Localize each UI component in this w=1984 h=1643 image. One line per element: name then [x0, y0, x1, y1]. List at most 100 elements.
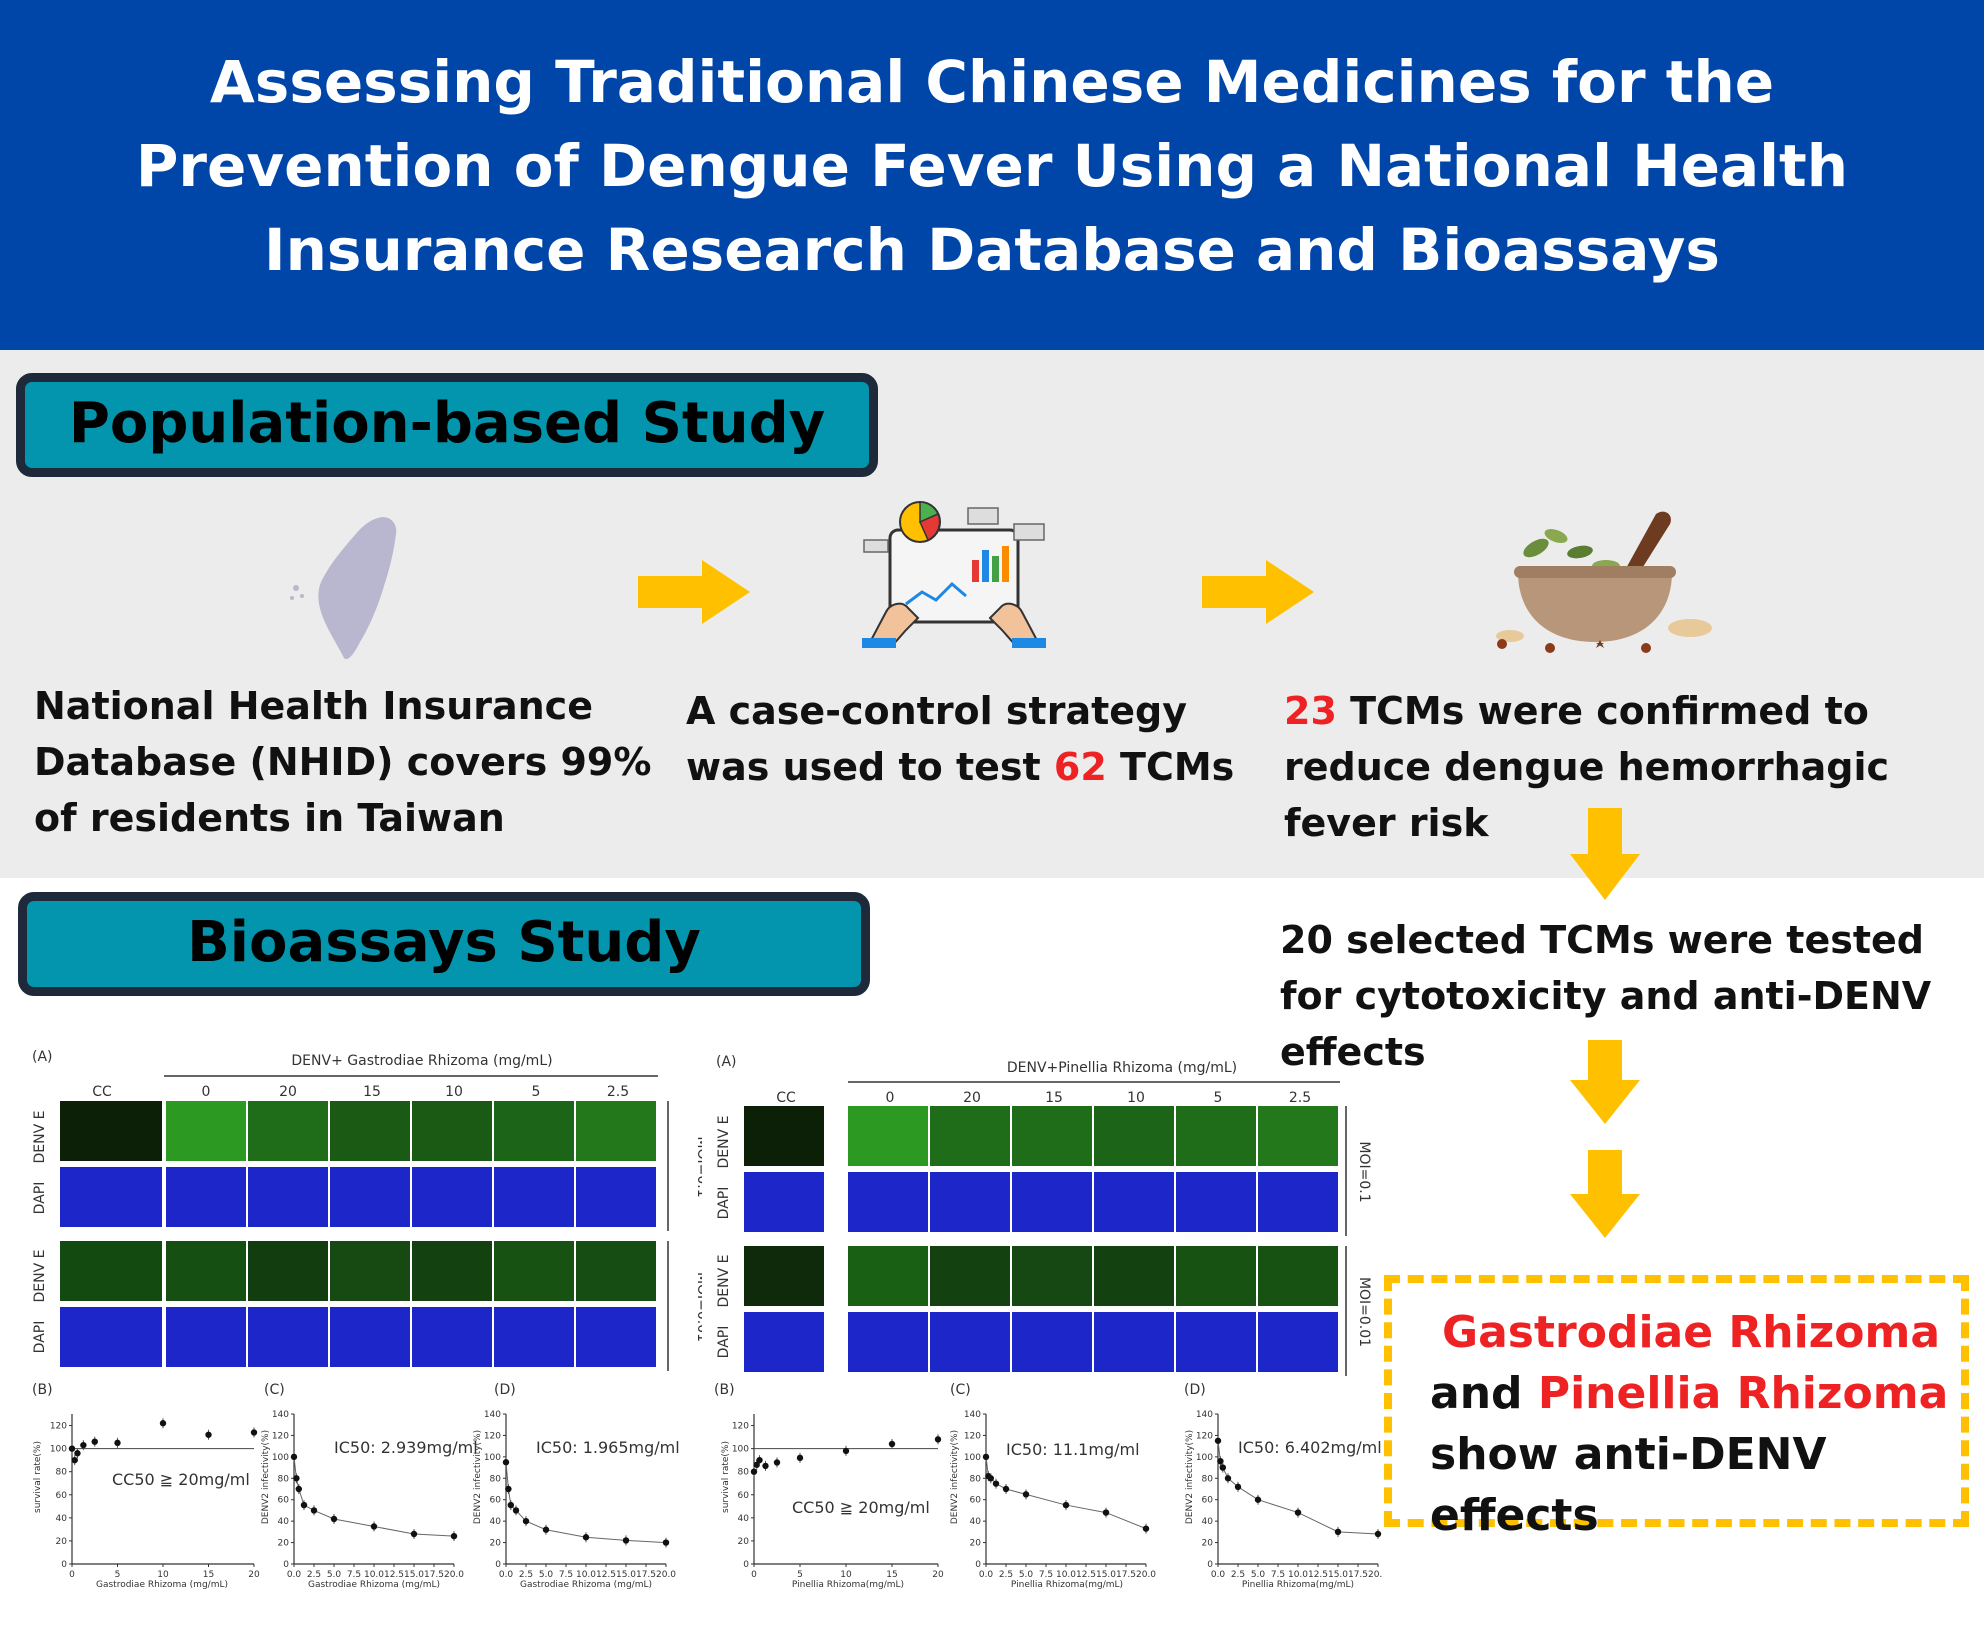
- x-tick-label: 2.5: [999, 1570, 1013, 1580]
- data-point: [310, 1507, 318, 1514]
- panel-label-d: (D): [1184, 1382, 1206, 1398]
- data-point: [370, 1523, 378, 1530]
- x-tick-label: 12.5: [1308, 1570, 1328, 1580]
- confirmed-tcm-text: 23 TCMs were confirmed to reduce dengue …: [1284, 683, 1974, 851]
- y-axis-label: DENV2 infectivity(%): [950, 1430, 960, 1524]
- x-tick-label: 15.0: [1328, 1570, 1348, 1580]
- cc50-annotation: CC50 ≧ 20mg/ml: [792, 1498, 930, 1517]
- panel-label-b: (B): [32, 1382, 53, 1398]
- data-point: [773, 1459, 781, 1466]
- x-tick-label: 5.0: [1251, 1570, 1266, 1580]
- x-tick-label: 2.5: [519, 1570, 533, 1580]
- cc-label: CC: [92, 1084, 112, 1100]
- tcm-count-62: 62: [1053, 745, 1107, 789]
- header-band: [0, 0, 1984, 350]
- data-point: [1142, 1525, 1150, 1532]
- y-tick-label: 60: [738, 1491, 750, 1501]
- y-tick-label: 80: [970, 1474, 982, 1484]
- bioassays-study-label: Bioassays Study: [18, 892, 870, 996]
- y-tick-label: 20: [56, 1537, 68, 1547]
- x-tick-label: 5: [797, 1570, 803, 1580]
- y-axis-label: survival rate(%): [33, 1441, 43, 1513]
- data-point: [888, 1440, 896, 1448]
- data-point: [987, 1475, 994, 1482]
- x-tick-label: 15: [203, 1570, 214, 1580]
- data-point: [1234, 1483, 1242, 1491]
- y-tick-label: 40: [970, 1517, 982, 1527]
- fit-curve: [985, 1456, 1147, 1530]
- x-tick-label: 5: [115, 1570, 121, 1580]
- panel-label-a: (A): [716, 1054, 737, 1070]
- confirmed-tcm-text-end: TCMs were confirmed to reduce dengue hem…: [1284, 689, 1890, 845]
- data-point: [330, 1515, 338, 1523]
- arrow-down-1: [1570, 808, 1640, 900]
- x-tick-label: 15.0: [404, 1570, 424, 1580]
- data-point: [80, 1441, 87, 1449]
- arrow-down-3: [1570, 1150, 1640, 1238]
- case-control-text-end: TCMs: [1106, 745, 1235, 789]
- ic50-annotation: IC50: 11.1mg/ml: [1006, 1440, 1140, 1459]
- data-point: [762, 1462, 769, 1470]
- data-point: [205, 1431, 212, 1438]
- y-tick-label: 120: [272, 1431, 289, 1441]
- case-control-text: A case-control strategy was used to test…: [686, 683, 1246, 795]
- data-point: [505, 1485, 512, 1493]
- y-tick-label: 60: [490, 1496, 502, 1506]
- x-tick-label: 12.5: [384, 1570, 404, 1580]
- data-point: [1224, 1475, 1232, 1482]
- x-axis-label: Pinellia Rhizoma(mg/mL): [792, 1580, 904, 1590]
- y-tick-label: 20: [278, 1539, 290, 1549]
- tcm-count-23: 23: [1284, 689, 1337, 733]
- y-tick-label: 80: [278, 1474, 290, 1484]
- ic50-annotation: IC50: 6.402mg/ml: [1238, 1438, 1382, 1457]
- data-point: [293, 1475, 300, 1482]
- data-point: [522, 1517, 530, 1525]
- data-point: [842, 1447, 850, 1455]
- x-tick-label: 17.5: [424, 1570, 444, 1580]
- conc-label: 20: [963, 1090, 981, 1106]
- x-axis-label: Pinellia Rhizoma(mg/mL): [1011, 1580, 1123, 1590]
- case-control-text-start: A case-control strategy was used to test: [686, 689, 1187, 789]
- data-point: [250, 1429, 258, 1436]
- x-tick-label: 2.5: [1231, 1570, 1245, 1580]
- x-tick-label: 15.0: [1096, 1570, 1116, 1580]
- y-tick-label: 40: [738, 1514, 750, 1524]
- y-tick-label: 120: [1196, 1431, 1213, 1441]
- data-point: [1219, 1464, 1227, 1471]
- data-point: [512, 1507, 520, 1514]
- x-tick-label: 7.5: [1271, 1570, 1285, 1580]
- data-point: [662, 1539, 670, 1546]
- conclusion-line-3: show anti-DENV effects: [1430, 1429, 1827, 1541]
- x-tick-label: 0.0: [979, 1570, 994, 1580]
- y-tick-label: 0: [495, 1560, 501, 1570]
- treatment-label: DENV+Pinellia Rhizoma (mg/mL): [1007, 1060, 1237, 1076]
- conc-label: 2.5: [607, 1084, 629, 1100]
- conclusion-and: and: [1430, 1368, 1538, 1419]
- data-point: [1102, 1509, 1110, 1516]
- y-tick-label: 120: [732, 1422, 749, 1432]
- y-tick-label: 120: [50, 1422, 67, 1432]
- conc-label: 2.5: [1289, 1090, 1311, 1106]
- cc50-annotation: CC50 ≧ 20mg/ml: [112, 1470, 250, 1489]
- x-axis-label: Pinellia Rhizoma(mg/mL): [1242, 1580, 1354, 1590]
- row-label: DAPI: [32, 1182, 48, 1215]
- x-tick-label: 0: [69, 1570, 75, 1580]
- dose-response-charts: (B) survival rate(%) Gastrodiae Rhizoma …: [32, 1382, 1382, 1590]
- data-point: [982, 1453, 990, 1461]
- y-tick-label: 100: [272, 1453, 289, 1463]
- data-point: [756, 1456, 763, 1464]
- panel-label-d: (D): [494, 1382, 516, 1398]
- x-tick-label: 0: [751, 1570, 757, 1580]
- x-tick-label: 10.0: [576, 1570, 596, 1580]
- data-point: [1334, 1528, 1342, 1536]
- ic50-annotation: IC50: 1.965mg/ml: [536, 1438, 680, 1457]
- data-point: [300, 1501, 308, 1509]
- x-tick-label: 10: [840, 1570, 852, 1580]
- data-point: [1254, 1496, 1262, 1503]
- y-axis-label: DENV2 infectivity(%): [473, 1430, 483, 1524]
- conclusion-line-2: and Pinellia Rhizoma: [1430, 1363, 1950, 1424]
- x-tick-label: 20.0: [656, 1570, 676, 1580]
- taiwan-map-icon: [290, 517, 397, 660]
- row-label: DENV E: [716, 1116, 732, 1169]
- y-tick-label: 100: [50, 1445, 67, 1455]
